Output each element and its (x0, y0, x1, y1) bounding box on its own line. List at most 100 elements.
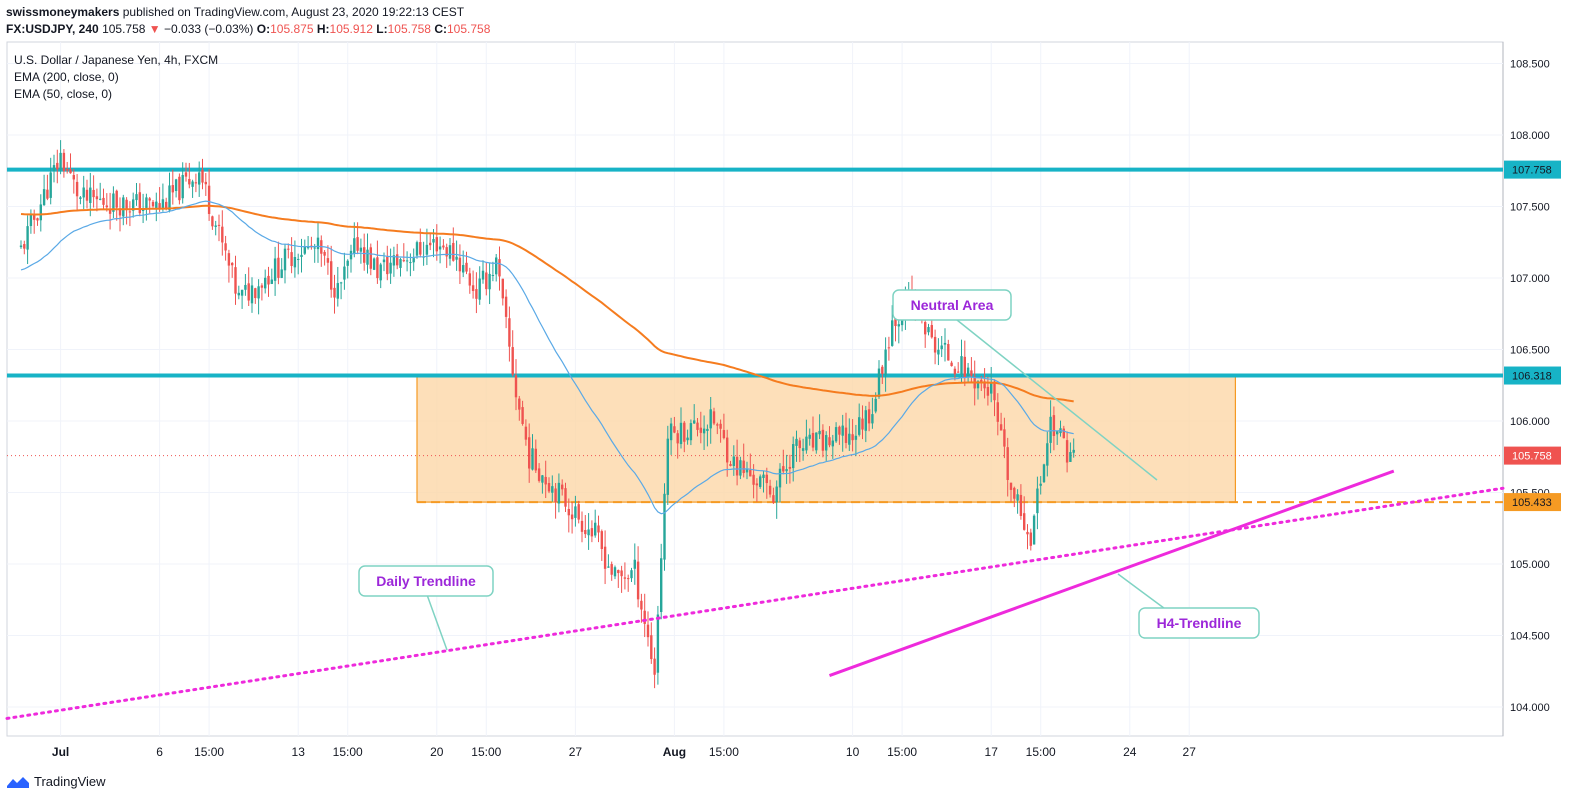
candle-body-244 (825, 435, 828, 451)
candle-body-71 (254, 288, 257, 299)
candle-body-149 (511, 347, 514, 375)
y-tick-4: 106.500 (1510, 345, 1550, 357)
close-label: C: (434, 22, 447, 36)
legend-ema200: EMA (200, close, 0) (14, 70, 119, 84)
candle-body-313 (1052, 415, 1056, 436)
candle-body-167 (570, 514, 574, 520)
candle-body-235 (795, 438, 798, 446)
y-tick-1: 108.000 (1510, 130, 1550, 142)
tradingview-footer[interactable]: TradingView (6, 774, 106, 789)
candle-body-176 (600, 531, 603, 550)
candle-body-294 (990, 383, 993, 394)
x-tick-12: 17 (985, 745, 999, 759)
candle-body-73 (260, 285, 264, 288)
candle-body-12 (59, 152, 62, 170)
candle-body-15 (69, 169, 72, 174)
candle-body-243 (821, 429, 825, 451)
candle-body-100 (349, 250, 353, 260)
y-tick-3: 107.000 (1510, 273, 1550, 285)
candle-body-57 (207, 185, 211, 214)
candle-body-178 (607, 566, 610, 568)
candle-body-43 (161, 199, 165, 209)
symbol-label: FX:USDJPY, 240 (6, 22, 99, 36)
candle-body-213 (722, 430, 726, 439)
callout-daily-trendline-pointer (425, 591, 448, 651)
candle-body-206 (699, 427, 702, 433)
y-tick-0: 108.500 (1510, 59, 1550, 71)
candle-body-82 (290, 252, 293, 266)
candle-body-237 (801, 448, 805, 451)
candle-body-60 (217, 224, 221, 226)
candle-body-102 (356, 237, 359, 251)
candle-body-308 (1036, 488, 1039, 514)
candle-body-303 (1019, 494, 1023, 516)
candle-body-212 (719, 423, 722, 429)
candle-body-220 (745, 468, 749, 473)
candle-body-314 (1056, 431, 1059, 435)
candle-body-52 (191, 181, 194, 187)
candle-body-203 (689, 423, 693, 441)
candle-body-189 (643, 610, 646, 624)
daily-trendline (5, 486, 1505, 720)
candle-body-133 (458, 257, 462, 272)
candle-body-120 (415, 242, 419, 256)
candle-body-40 (151, 201, 155, 207)
candle-body-6 (39, 204, 42, 221)
candle-body-33 (128, 211, 132, 213)
horizontal-levels (7, 167, 1503, 457)
candle-body-312 (1049, 416, 1052, 443)
callout-neutral-area-box (892, 289, 1012, 321)
candle-body-92 (323, 251, 326, 256)
candle-body-177 (603, 546, 607, 569)
candle-body-180 (613, 567, 617, 577)
high-label: H: (316, 22, 330, 36)
candle-body-172 (587, 529, 590, 536)
candle-body-232 (785, 469, 788, 472)
candle-body-224 (759, 476, 762, 487)
candle-body-194 (660, 558, 663, 613)
candle-body-267 (900, 319, 904, 326)
candle-body-145 (498, 259, 501, 277)
candle-body-163 (557, 482, 561, 504)
candle-body-35 (135, 194, 138, 201)
chart-title: U.S. Dollar / Japanese Yen, 4h, FXCM (14, 53, 218, 67)
candle-body-251 (848, 433, 851, 445)
candle-body-182 (620, 570, 623, 577)
candle-body-219 (742, 460, 745, 474)
candle-body-54 (198, 172, 201, 185)
candle-body-236 (798, 440, 801, 449)
candle-body-209 (709, 409, 712, 429)
candle-body-170 (580, 520, 584, 532)
candle-body-51 (188, 178, 191, 185)
candle-body-184 (627, 578, 630, 580)
candle-body-283 (953, 368, 957, 375)
candle-body-256 (864, 410, 867, 431)
candle-body-310 (1042, 464, 1046, 483)
candle-body-257 (867, 409, 871, 424)
ema50-line (20, 200, 1074, 515)
candle-body-13 (62, 152, 66, 172)
candle-body-187 (636, 561, 640, 600)
candle-body-69 (247, 283, 250, 301)
x-tick-8: Aug (663, 745, 686, 759)
candle-body-76 (270, 279, 273, 284)
candle-body-50 (184, 172, 188, 177)
x-tick-3: 13 (292, 745, 306, 759)
candle-body-65 (234, 267, 237, 294)
candle-body-96 (336, 283, 339, 299)
time-axis: Jul 6 15:00 13 15:00 20 15:00 27 Aug 15:00 10 15:00… (52, 745, 1196, 759)
candle-body-159 (544, 476, 547, 485)
chart-header: swissmoneymakers published on TradingVie… (6, 4, 490, 38)
candle-body-23 (95, 196, 99, 200)
candle-body-141 (485, 272, 488, 290)
publisher-user[interactable]: swissmoneymakers (6, 5, 120, 19)
candle-body-264 (891, 320, 894, 346)
candle-body-287 (966, 367, 970, 377)
candle-body-86 (303, 246, 306, 254)
candle-body-205 (696, 422, 699, 430)
candle-body-116 (402, 260, 405, 262)
publisher-line: swissmoneymakers published on TradingVie… (6, 4, 490, 21)
candle-body-93 (326, 258, 330, 263)
candle-body-158 (541, 475, 544, 483)
